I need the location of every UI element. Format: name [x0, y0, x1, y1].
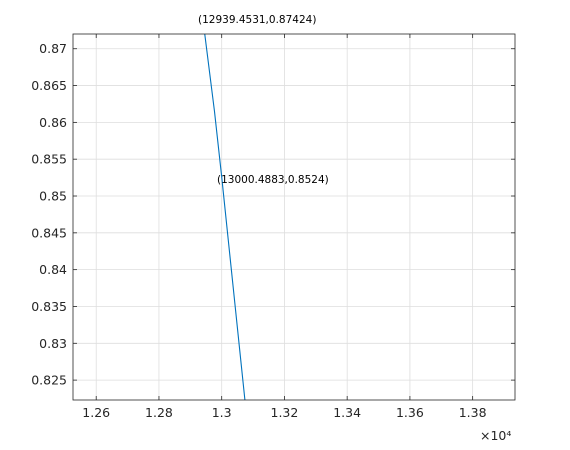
series-line [204, 34, 246, 400]
annotation-1: (12939.4531,0.87424) [198, 14, 316, 26]
plot-area [73, 34, 515, 400]
x-tick-label: 1.28 [145, 405, 173, 420]
y-tick-label: 0.83 [39, 336, 67, 351]
y-tick-label: 0.835 [31, 299, 67, 314]
x-tick-label: 1.26 [82, 405, 110, 420]
x-tick-labels: 1.26 1.28 1.3 1.32 1.34 1.36 1.38 [82, 405, 486, 420]
x-exponent-label: ×10⁴ [480, 428, 511, 443]
y-tick-label: 0.85 [39, 189, 67, 204]
y-tick-label: 0.825 [31, 373, 67, 388]
y-tick-label: 0.87 [39, 41, 67, 56]
grid [73, 34, 515, 400]
y-tick-label: 0.855 [31, 152, 67, 167]
y-tick-label: 0.865 [31, 78, 67, 93]
y-tick-label: 0.845 [31, 225, 67, 240]
y-tick-label: 0.84 [39, 262, 67, 277]
y-tick-labels: 0.825 0.83 0.835 0.84 0.845 0.85 0.855 0.86 0.86… [31, 41, 67, 387]
annotation-2: (13000.4883,0.8524) [217, 174, 329, 186]
axes-box [72, 33, 516, 401]
x-tick-label: 1.34 [333, 405, 361, 420]
series-layer [204, 34, 246, 400]
x-tick-label: 1.32 [271, 405, 299, 420]
x-tick-label: 1.38 [459, 405, 487, 420]
x-tick-label: 1.36 [396, 405, 424, 420]
ticks [73, 34, 515, 400]
x-tick-label: 1.3 [212, 405, 232, 420]
y-tick-label: 0.86 [39, 115, 67, 130]
